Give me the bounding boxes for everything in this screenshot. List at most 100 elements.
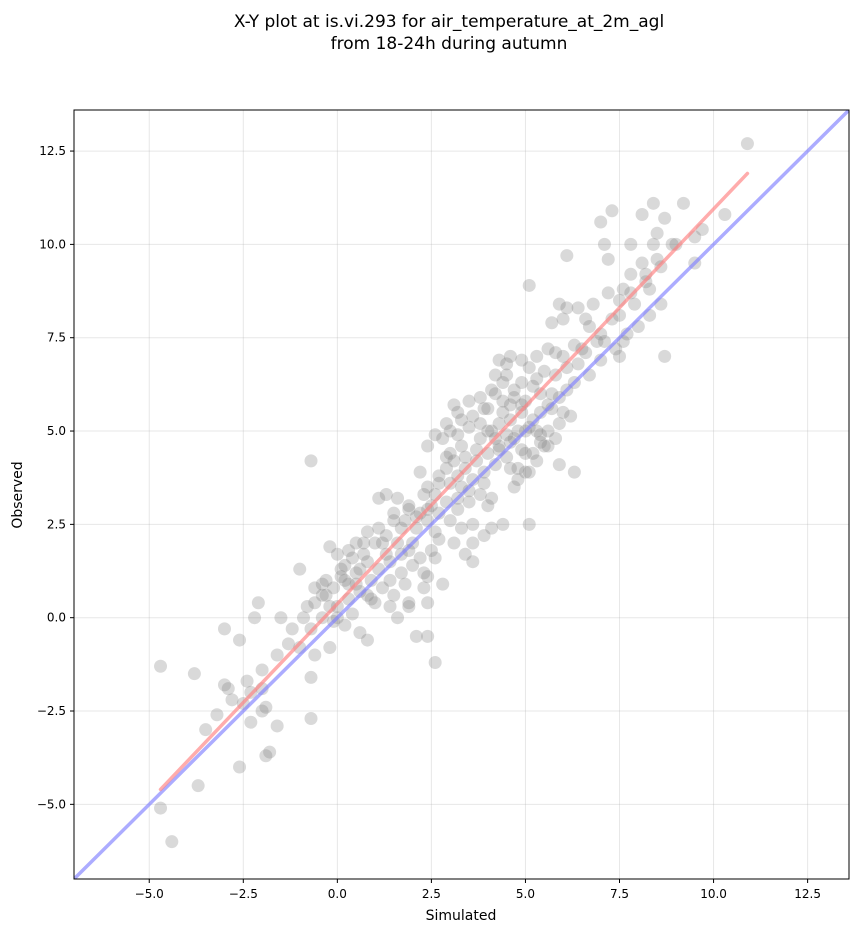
data-point: [545, 316, 559, 330]
data-point: [530, 349, 544, 363]
data-point: [530, 372, 544, 386]
data-point: [485, 491, 499, 505]
data-point: [187, 667, 201, 681]
data-point: [488, 368, 502, 382]
data-point: [579, 312, 593, 326]
data-points: [154, 137, 754, 849]
data-point: [263, 745, 277, 759]
data-point: [481, 424, 495, 438]
data-point: [383, 555, 397, 569]
data-point: [240, 674, 254, 688]
data-point: [391, 611, 405, 625]
data-point: [507, 390, 521, 404]
data-point: [477, 476, 491, 490]
data-point: [421, 629, 435, 643]
data-point: [154, 801, 168, 815]
data-point: [387, 514, 401, 528]
data-point: [402, 502, 416, 516]
data-point: [601, 252, 615, 266]
data-point: [375, 536, 389, 550]
data-point: [485, 521, 499, 535]
data-point: [383, 599, 397, 613]
data-point: [473, 417, 487, 431]
x-tick-label: 2.5: [422, 887, 441, 901]
data-point: [740, 137, 754, 151]
data-point: [534, 387, 548, 401]
data-point: [293, 562, 307, 576]
data-point: [526, 446, 540, 460]
data-point: [545, 387, 559, 401]
data-point: [507, 432, 521, 446]
data-point: [620, 327, 634, 341]
data-point: [650, 226, 664, 240]
data-point: [259, 749, 273, 763]
data-point: [413, 465, 427, 479]
data-point: [432, 469, 446, 483]
data-point: [357, 536, 371, 550]
data-point: [616, 282, 630, 296]
data-point: [274, 611, 288, 625]
data-point: [624, 237, 638, 251]
data-point: [601, 286, 615, 300]
data-point: [718, 208, 732, 222]
data-point: [455, 521, 468, 535]
data-point: [564, 409, 578, 423]
data-point: [455, 439, 468, 453]
data-point: [304, 454, 318, 468]
data-point: [421, 570, 435, 584]
data-point: [676, 196, 690, 210]
plot-frame: [73, 109, 850, 880]
data-point: [466, 409, 480, 423]
data-point: [481, 499, 495, 513]
reference-lines: [74, 110, 849, 879]
x-tick-label: 10.0: [700, 887, 727, 901]
data-point: [432, 476, 446, 490]
y-axis-label: Observed: [10, 461, 26, 528]
data-point: [624, 286, 638, 300]
data-point: [436, 432, 450, 446]
data-point: [466, 536, 480, 550]
data-point: [526, 413, 540, 427]
data-point: [402, 499, 416, 513]
data-point: [594, 353, 608, 367]
data-point: [537, 439, 551, 453]
data-point: [447, 398, 461, 412]
data-point: [571, 357, 585, 371]
data-point: [349, 566, 363, 580]
data-point: [210, 708, 224, 722]
data-point: [500, 368, 514, 382]
y-tick-label: −2.5: [37, 704, 66, 718]
data-point: [613, 349, 627, 363]
data-point: [248, 611, 262, 625]
data-point: [496, 394, 510, 408]
data-point: [424, 543, 438, 557]
data-point: [507, 480, 521, 494]
x-axis-ticks: −5.0 −2.5 0.0 2.5 5.0 7.5 10.0 12.5: [135, 879, 821, 901]
data-point: [338, 618, 352, 632]
data-point: [353, 626, 367, 640]
data-point: [387, 506, 401, 520]
data-point: [334, 570, 348, 584]
data-point: [552, 458, 566, 472]
data-point: [556, 405, 570, 419]
data-point: [451, 405, 465, 419]
data-point: [582, 320, 596, 334]
data-point: [345, 607, 359, 621]
data-point: [605, 204, 619, 218]
data-point: [556, 349, 570, 363]
data-point: [635, 256, 649, 270]
data-point: [417, 566, 431, 580]
data-point: [669, 237, 683, 251]
data-point: [308, 596, 322, 610]
data-point: [417, 581, 431, 595]
data-point: [511, 473, 525, 487]
data-point: [383, 573, 397, 587]
data-point: [530, 424, 544, 438]
data-point: [466, 473, 480, 487]
data-point: [507, 383, 521, 397]
data-point: [522, 278, 536, 292]
data-point: [458, 547, 472, 561]
data-point: [451, 428, 465, 442]
data-point: [308, 581, 322, 595]
data-point: [372, 521, 386, 535]
